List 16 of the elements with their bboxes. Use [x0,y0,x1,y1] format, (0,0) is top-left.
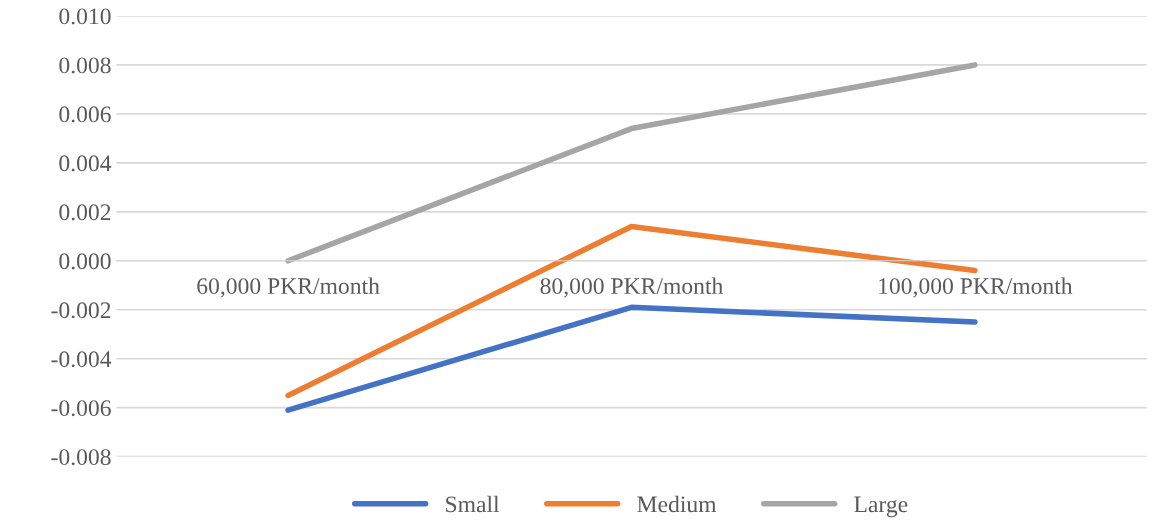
y-tick-label: -0.002 [51,302,111,319]
legend-label: Medium [637,495,717,513]
x-tick-label: 100,000 PKR/month [879,277,1073,298]
y-tick-label: -0.008 [51,449,111,466]
y-tick-label: 0.004 [59,155,112,172]
y-tick-label: -0.006 [51,400,111,417]
y-tick-label: 0.002 [59,204,111,221]
x-tick-label: 80,000 PKR/month [540,277,723,298]
y-tick-label: 0.006 [59,106,111,123]
y-tick-label: 0.000 [59,253,111,270]
y-tick-label: 0.010 [59,8,111,25]
x-tick-label: 60,000 PKR/month [197,277,380,298]
y-tick-label: -0.004 [51,351,112,368]
legend-label: Small [446,495,500,513]
y-tick-label: 0.008 [59,57,111,74]
legend-label: Large [854,496,908,518]
